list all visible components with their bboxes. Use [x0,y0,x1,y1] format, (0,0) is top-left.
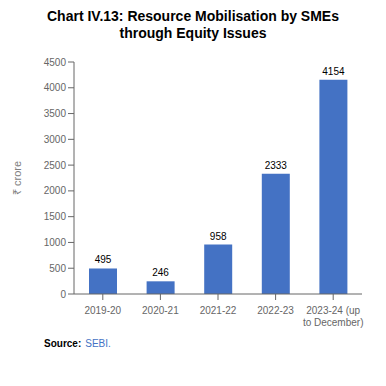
svg-text:2023-24 (upto December): 2023-24 (upto December) [303,305,364,328]
svg-text:2500: 2500 [44,160,67,171]
svg-text:2000: 2000 [44,185,67,196]
svg-text:3500: 3500 [44,108,67,119]
svg-text:958: 958 [210,231,227,242]
html-text:Source: SEBI.: Source: SEBI. [44,338,111,349]
svg-text:2022-23: 2022-23 [257,305,294,316]
svg-text:2019-20: 2019-20 [84,305,121,316]
svg-text:4500: 4500 [44,57,67,68]
svg-text:4154: 4154 [322,66,345,77]
svg-text:500: 500 [49,263,66,274]
svg-text:246: 246 [152,267,169,278]
svg-text:495: 495 [95,254,112,265]
svg-text:1500: 1500 [44,211,67,222]
svg-text:1000: 1000 [44,237,67,248]
svg-text:2020-21: 2020-21 [142,305,179,316]
svg-text:₹ crore: ₹ crore [11,161,23,195]
svg-text:2021-22: 2021-22 [200,305,237,316]
svg-text:3000: 3000 [44,134,67,145]
svg-text:2333: 2333 [265,160,288,171]
html-text:Chart IV.13: Resource Mobilisa: Chart IV.13: Resource Mobilisation by SM… [47,8,339,24]
svg-text:0: 0 [60,289,66,300]
svg-text:4000: 4000 [44,82,67,93]
html-text:through Equity Issues: through Equity Issues [119,25,267,41]
